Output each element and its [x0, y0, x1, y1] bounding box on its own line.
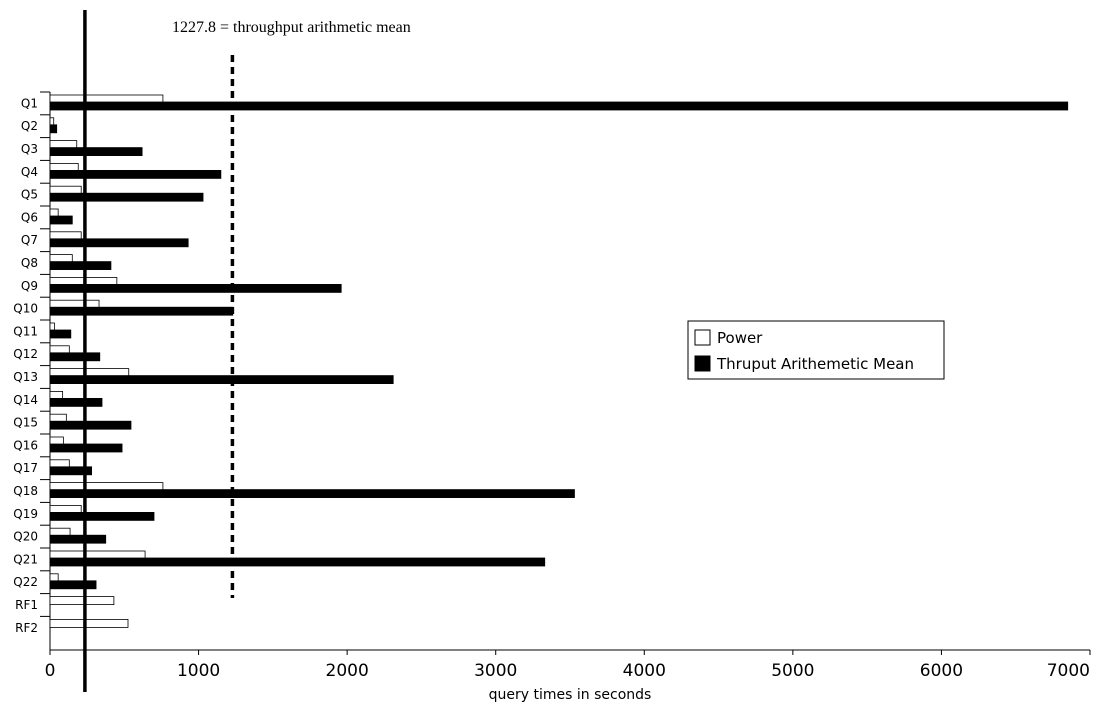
category-label: RF2: [15, 621, 38, 635]
bar-thruput: [49, 534, 107, 544]
x-tick-label: 6000: [920, 661, 963, 681]
bar-power: [49, 596, 115, 605]
legend-swatch-power: [694, 329, 711, 346]
category-label: Q15: [13, 416, 38, 430]
legend: Power Thruput Arithemetic Mean: [687, 320, 945, 380]
category-label: Q7: [21, 233, 38, 247]
bar-thruput: [49, 580, 97, 590]
bar-thruput: [49, 329, 72, 339]
mean-annotation: 1227.8 = throughput arithmetic mean: [172, 19, 411, 36]
legend-label-power: Power: [717, 329, 763, 347]
category-label: RF1: [15, 598, 38, 612]
x-tick-label: 5000: [771, 661, 814, 681]
legend-swatch-thruput: [694, 355, 711, 372]
bar-thruput: [49, 352, 101, 362]
bar-thruput: [49, 124, 58, 134]
category-label: Q6: [21, 210, 38, 224]
bar-thruput: [49, 420, 132, 430]
x-tick-label: 0: [45, 661, 56, 681]
bars: [49, 10, 1069, 692]
legend-box: [687, 320, 945, 380]
legend-label-thruput: Thruput Arithemetic Mean: [716, 355, 914, 373]
bar-thruput: [49, 215, 73, 225]
x-tick-label: 2000: [326, 661, 369, 681]
category-label: Q11: [13, 324, 38, 338]
category-label: Q19: [13, 507, 38, 521]
category-label: Q9: [21, 279, 38, 293]
bar-thruput: [49, 261, 112, 271]
category-label: Q13: [13, 370, 38, 384]
bar-thruput: [49, 466, 92, 476]
category-label: Q12: [13, 347, 38, 361]
category-label: Q20: [13, 530, 38, 544]
x-axis-title: query times in seconds: [489, 687, 652, 703]
x-tick-label: 4000: [623, 661, 666, 681]
bar-thruput: [49, 512, 155, 521]
bar-thruput: [49, 557, 546, 567]
axes: Q1 Q2 Q3 Q4 Q5 Q6 Q7 Q8 Q9 Q10 Q11 Q12 Q13 Q14 Q15 Q16 Q…: [13, 91, 1091, 681]
bar-power: [49, 619, 129, 628]
x-tick-label: 3000: [474, 661, 517, 681]
x-tick-label: 7000: [1047, 661, 1090, 681]
bar-thruput: [49, 375, 394, 385]
category-label: Q5: [21, 188, 38, 202]
category-label: Q4: [21, 165, 38, 179]
bar-thruput: [49, 283, 342, 293]
category-label: Q14: [13, 393, 38, 407]
category-label: Q16: [13, 438, 38, 452]
category-label: Q17: [13, 461, 38, 475]
category-label: Q1: [21, 96, 38, 110]
bar-thruput: [49, 169, 222, 179]
category-label: Q21: [13, 552, 38, 566]
category-label: Q22: [13, 575, 38, 589]
bar-thruput: [49, 397, 103, 407]
category-label: Q18: [13, 484, 38, 498]
bar-thruput: [49, 147, 143, 157]
bar-thruput: [49, 101, 1069, 111]
bar-thruput: [49, 238, 189, 248]
category-label: Q10: [13, 302, 38, 316]
category-label: Q8: [21, 256, 38, 270]
x-tick-label: 1000: [177, 661, 220, 681]
bar-thruput: [49, 489, 575, 499]
bar-thruput: [49, 192, 204, 202]
category-label: Q3: [21, 142, 38, 156]
bar-thruput: [49, 306, 234, 316]
category-label: Q2: [21, 119, 38, 133]
